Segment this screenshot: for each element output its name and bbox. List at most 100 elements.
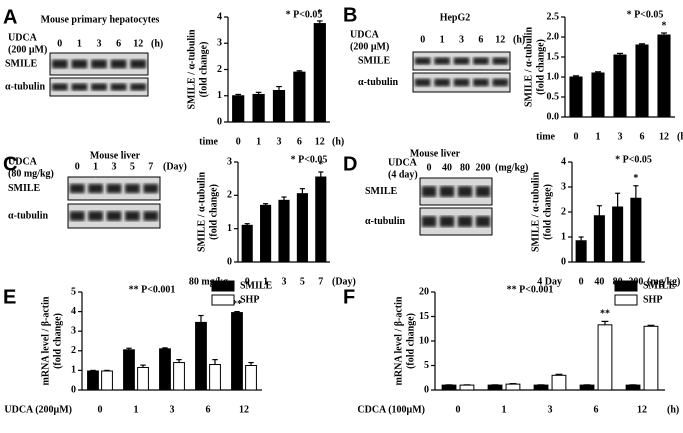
x-tick-label: 3 xyxy=(277,136,282,147)
lane-unit: (h) xyxy=(513,34,525,45)
blot-band xyxy=(453,57,470,65)
blot-band xyxy=(125,183,140,194)
bar xyxy=(657,34,671,118)
bar xyxy=(533,384,549,391)
y-tick-label: 10 xyxy=(419,335,429,346)
annotation: * P<0.05 xyxy=(627,9,664,20)
bar xyxy=(123,349,135,391)
y-axis-label: SMILE / α-tubulin xyxy=(523,27,534,107)
legend-label: SMILE xyxy=(643,280,676,291)
y-axis-label: mRNA level / β-actin xyxy=(40,296,51,385)
x-axis-label: 4 Day xyxy=(537,276,562,287)
x-tick-label: 1 xyxy=(256,136,261,147)
bar xyxy=(260,204,272,263)
blot-row-label: α-tubulin xyxy=(365,216,405,227)
blot-band xyxy=(110,59,127,69)
y-tick-label: 0 xyxy=(424,384,429,395)
blot-band xyxy=(130,59,147,69)
x-tick-label: 3 xyxy=(170,404,175,415)
lane-label: 12 xyxy=(495,34,505,45)
bar xyxy=(635,44,649,118)
y-tick-label: 0 xyxy=(561,256,566,267)
x-tick-label: 0 xyxy=(574,131,579,142)
x-tick-label: 5 xyxy=(300,276,305,287)
y-tick-label: 2.5 xyxy=(547,11,560,22)
blot-band xyxy=(434,57,450,65)
blot-band xyxy=(421,216,437,227)
blot-row-label: SMILE xyxy=(358,55,391,66)
significance: * xyxy=(633,173,638,184)
lane-label: 6 xyxy=(478,34,483,45)
blot-band xyxy=(439,216,455,227)
y-axis-label: (fold change) xyxy=(542,184,553,240)
blot-band xyxy=(110,83,127,91)
y-tick-label: 4 xyxy=(71,306,76,317)
x-axis-label: CDCA (100μM) xyxy=(357,404,425,415)
annotation: * P<0.05 xyxy=(286,9,323,20)
bar xyxy=(101,370,113,391)
x-axis-label: time xyxy=(199,136,218,147)
y-tick-label: 15 xyxy=(419,311,429,322)
blot-band xyxy=(125,211,140,221)
y-axis-label: SMILE / α-tubulin xyxy=(186,29,197,109)
y-tick-label: 4 xyxy=(561,156,566,167)
y-tick-label: 20 xyxy=(419,286,429,297)
x-tick-label: 40 xyxy=(594,276,604,287)
lane-label: 1 xyxy=(93,161,98,172)
treatment: UDCA xyxy=(388,157,418,168)
blot-row-label: α-tubulin xyxy=(358,77,398,88)
x-tick-label: 6 xyxy=(594,404,599,415)
lane-label: 7 xyxy=(148,161,153,172)
treatment: (200 μM) xyxy=(350,41,389,52)
bar xyxy=(296,193,308,263)
blot-band xyxy=(421,186,437,197)
bar xyxy=(612,206,624,263)
panel-label: E xyxy=(3,286,16,308)
bar xyxy=(575,240,587,263)
blot-band xyxy=(91,83,107,91)
y-axis-label: SMILE / α-tubulin xyxy=(530,172,541,252)
x-tick-label: 0 xyxy=(456,404,461,415)
y-tick-label: 3 xyxy=(71,325,76,336)
blot-band xyxy=(473,57,489,65)
bar xyxy=(195,321,207,391)
lane-label: 5 xyxy=(130,161,135,172)
blot-title: HepG2 xyxy=(440,12,471,23)
bar xyxy=(459,384,475,391)
significance: * xyxy=(317,8,322,19)
x-unit: (mg/kg) xyxy=(647,276,680,287)
annotation: ** P<0.001 xyxy=(507,284,554,295)
blot-band xyxy=(439,186,455,197)
legend-swatch xyxy=(614,294,638,306)
blot-band xyxy=(475,186,491,197)
bar xyxy=(278,199,290,263)
treatment: UDCA xyxy=(8,32,38,43)
blot-band xyxy=(143,183,159,194)
lane-label: 12 xyxy=(133,38,143,49)
blot-band xyxy=(69,183,85,194)
blot-band xyxy=(143,211,159,221)
y-tick-label: 3 xyxy=(217,38,222,49)
bar xyxy=(313,23,326,123)
bar xyxy=(551,374,567,391)
annotation: * P<0.05 xyxy=(291,154,328,165)
x-tick-label: 6 xyxy=(640,131,645,142)
bar xyxy=(159,348,171,391)
x-tick-label: 1 xyxy=(502,404,507,415)
lane-label: 200 xyxy=(476,162,491,173)
lane-label: 3 xyxy=(112,161,117,172)
lane-label: 1 xyxy=(77,38,82,49)
y-tick-label: 3 xyxy=(561,181,566,192)
y-tick-label: 2 xyxy=(227,190,232,201)
bar xyxy=(272,90,286,123)
x-tick-label: 0 xyxy=(236,136,241,147)
bar xyxy=(630,197,642,263)
y-axis-label: (fold change) xyxy=(405,313,416,369)
legend-swatch xyxy=(211,280,235,292)
lane-label: 0 xyxy=(57,38,62,49)
x-axis-label: time xyxy=(536,131,555,142)
x-tick-label: 12 xyxy=(239,404,249,415)
y-tick-label: 2 xyxy=(561,206,566,217)
y-axis-label: (fold change) xyxy=(198,42,209,98)
